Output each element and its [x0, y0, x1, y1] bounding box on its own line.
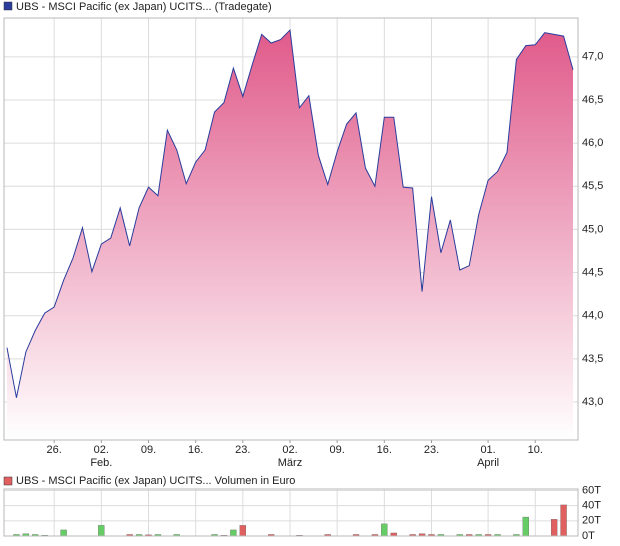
x-tick-label: 02.	[282, 444, 297, 456]
bar	[560, 504, 567, 537]
x-tick-label: 10.	[528, 444, 543, 456]
y-tick-label: 46,0	[582, 137, 603, 149]
x-tick-label: 23.	[424, 444, 439, 456]
y-tick-label: 46,5	[582, 94, 603, 106]
chart-title: UBS - MSCI Pacific (ex Japan) UCITS... V…	[16, 475, 295, 487]
legend-swatch	[3, 1, 13, 11]
plot-frame	[3, 488, 579, 537]
x-tick-label: 26.	[47, 444, 62, 456]
x-tick-label: 09.	[141, 444, 156, 456]
y-tick-label: 45,0	[582, 223, 603, 235]
bar	[239, 525, 246, 537]
x-tick-sublabel: April	[477, 457, 499, 469]
x-tick-label: 02.	[94, 444, 109, 456]
bar	[550, 519, 558, 537]
x-tick-sublabel: Feb.	[90, 457, 112, 469]
y-tick-label: 45,5	[582, 180, 603, 192]
chart-title: UBS - MSCI Pacific (ex Japan) UCITS... (…	[16, 1, 272, 13]
x-tick-sublabel: März	[278, 457, 302, 469]
x-tick-label: 01.	[480, 444, 495, 456]
y-tick-label: 40T	[582, 500, 601, 512]
y-tick-label: 0T	[582, 530, 595, 542]
bar	[381, 523, 388, 537]
y-tick-label: 44,5	[582, 266, 603, 278]
bar	[230, 529, 237, 537]
legend-swatch	[3, 476, 13, 486]
bar	[60, 529, 67, 537]
plot-area	[4, 489, 578, 536]
area	[7, 30, 573, 441]
x-tick-label: 09.	[330, 444, 345, 456]
x-tick-label: 16.	[377, 444, 392, 456]
plot-frame	[3, 17, 579, 441]
line	[6, 28, 574, 398]
y-tick-label: 60T	[582, 484, 601, 496]
bar	[522, 516, 529, 537]
y-tick-label: 44,0	[582, 310, 603, 322]
bar	[98, 525, 105, 537]
x-tick-label: 16.	[188, 444, 203, 456]
y-tick-label: 43,0	[582, 396, 603, 408]
y-tick-label: 47,0	[582, 51, 603, 63]
y-tick-label: 20T	[582, 515, 601, 527]
x-tick-label: 23.	[235, 444, 250, 456]
y-tick-label: 43,5	[582, 353, 603, 365]
